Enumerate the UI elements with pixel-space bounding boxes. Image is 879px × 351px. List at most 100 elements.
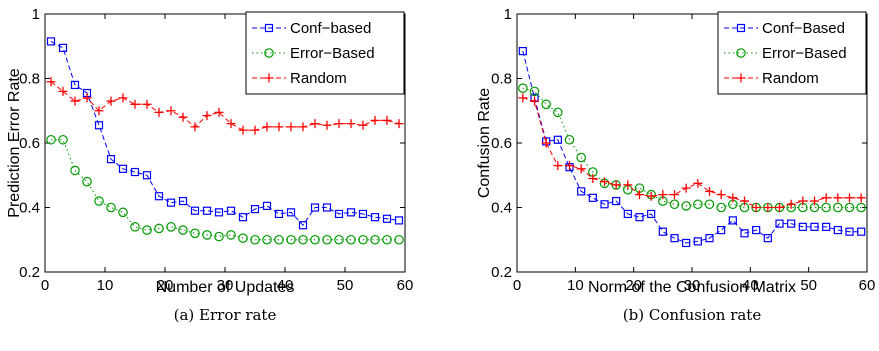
data-point (202, 111, 212, 121)
x-tick-label: 30 (217, 277, 234, 294)
data-point (682, 238, 691, 248)
data-point (46, 77, 56, 87)
data-point (740, 196, 749, 206)
series-square (518, 46, 866, 248)
data-point (541, 138, 551, 148)
legend: Conf−based Error−Based Random (245, 11, 405, 95)
data-point (238, 125, 248, 135)
data-point (310, 234, 320, 245)
data-point (250, 125, 260, 135)
data-point (553, 135, 562, 144)
data-point (118, 207, 128, 218)
series-plus (46, 77, 404, 135)
data-point (154, 223, 164, 234)
data-point (845, 193, 854, 203)
x-tick-label: 50 (800, 277, 817, 294)
data-point (346, 208, 356, 217)
data-point (740, 229, 749, 238)
data-point (106, 96, 116, 106)
data-point (58, 43, 68, 52)
data-point (214, 107, 224, 117)
x-tick-label: 20 (157, 277, 174, 294)
y-axis-label: Confusion Rate (476, 88, 493, 198)
data-point (370, 213, 380, 222)
series-circle (518, 83, 866, 213)
data-point (226, 119, 236, 129)
data-point (286, 234, 296, 245)
data-point (716, 190, 726, 200)
data-point (565, 161, 574, 171)
data-point (358, 120, 368, 130)
series-line (50, 40, 400, 227)
data-point (70, 80, 80, 90)
x-tick-label: 10 (567, 277, 584, 294)
data-point (346, 234, 356, 245)
data-point (106, 155, 116, 164)
data-point (142, 99, 152, 109)
legend-label: Conf−Based (762, 20, 845, 37)
x-tick-label: 10 (97, 277, 114, 294)
data-point (623, 209, 632, 219)
data-point (833, 225, 842, 235)
data-point (322, 234, 332, 245)
data-point (844, 202, 855, 213)
legend-marker (264, 73, 274, 83)
series-line (51, 139, 399, 241)
data-point (310, 203, 320, 212)
data-point (94, 106, 104, 116)
data-point (46, 37, 56, 46)
data-point (728, 193, 738, 203)
data-point (322, 120, 332, 130)
x-tick-label: 60 (859, 277, 876, 294)
data-point (298, 234, 308, 245)
data-point (822, 222, 831, 231)
data-point (752, 225, 761, 235)
data-point (382, 115, 392, 125)
data-point (717, 225, 726, 235)
data-point (669, 199, 680, 210)
data-point (130, 167, 140, 177)
data-point (553, 107, 563, 118)
data-point (166, 222, 176, 232)
data-point (130, 222, 140, 232)
data-point (518, 46, 527, 56)
legend-label: Error−Based (762, 45, 847, 62)
data-point (728, 216, 737, 225)
data-point (118, 164, 128, 173)
legend-label: Error−Based (290, 45, 375, 62)
data-point (46, 134, 56, 145)
data-point (600, 177, 609, 187)
data-point (70, 96, 80, 106)
data-point (576, 152, 586, 163)
x-axis-label: Norm of the Confusion Matrix (588, 279, 796, 296)
panel-confusion-rate: 0 10 20 30 40 50 60 0.2 0.4 0.6 0.8 1 Norm of the Co… (476, 6, 875, 324)
data-point (716, 202, 726, 213)
data-point (226, 230, 236, 240)
data-point (647, 209, 656, 219)
data-point (190, 122, 200, 132)
data-point (705, 186, 714, 196)
legend-label: Random (762, 70, 819, 87)
y-tick-label: 0.4 (491, 200, 512, 217)
data-point (178, 112, 188, 122)
data-point (670, 190, 679, 200)
y-tick-label: 0.6 (19, 135, 40, 152)
data-point (238, 213, 248, 222)
data-point (154, 192, 164, 201)
data-point (142, 225, 152, 235)
data-point (553, 161, 563, 171)
data-point (833, 193, 843, 203)
data-point (576, 164, 586, 174)
data-point (681, 201, 691, 211)
legend-marker (264, 23, 274, 33)
data-point (821, 202, 831, 213)
data-point (704, 199, 715, 210)
data-point (693, 237, 702, 246)
data-point (94, 121, 104, 130)
x-tick-label: 40 (742, 277, 759, 294)
data-point (286, 208, 296, 217)
data-point (370, 234, 380, 245)
data-point (130, 99, 140, 109)
data-point (798, 222, 807, 231)
